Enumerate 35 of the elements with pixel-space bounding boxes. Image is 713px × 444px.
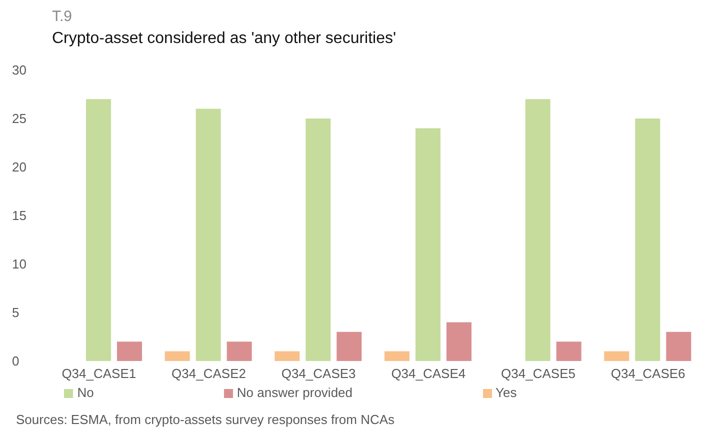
bar <box>336 332 362 361</box>
bar <box>274 351 300 361</box>
legend-label: Yes <box>496 385 517 400</box>
x-tick-label: Q34_CASE3 <box>281 366 356 382</box>
bar <box>635 118 660 361</box>
x-tick-label: Q34_CASE2 <box>172 366 246 382</box>
bar <box>164 351 190 361</box>
y-tick-label: 15 <box>12 208 26 224</box>
bar <box>525 99 550 361</box>
x-tick-label: Q34_CASE4 <box>391 366 466 382</box>
bar <box>446 322 472 361</box>
chart-subtitle: T.9 <box>52 8 72 25</box>
y-tick-label: 5 <box>12 305 20 320</box>
bar <box>226 342 252 361</box>
y-tick-label: 30 <box>12 62 26 78</box>
y-tick-label: 25 <box>12 111 26 126</box>
bar <box>604 351 630 361</box>
bar <box>116 342 142 361</box>
bar <box>415 128 440 361</box>
x-tick-label: Q34_CASE5 <box>501 366 576 382</box>
chart-title: Crypto-asset considered as 'any other securities' <box>52 30 396 48</box>
bar <box>384 351 410 361</box>
legend-label: No answer provided <box>236 385 353 400</box>
bar <box>666 332 692 361</box>
x-tick-label: Q34_CASE1 <box>62 366 136 382</box>
source-note: Sources: ESMA, from crypto-assets survey responses from NCAs <box>16 412 395 427</box>
legend-label: No <box>77 385 94 400</box>
bar <box>556 342 582 361</box>
y-tick-label: 20 <box>12 160 26 175</box>
bar <box>306 118 331 361</box>
y-tick-label: 10 <box>12 256 26 272</box>
bar <box>86 99 111 361</box>
x-tick-label: Q34_CASE6 <box>610 366 686 382</box>
y-tick-label: 0 <box>12 354 20 369</box>
bar <box>196 108 221 361</box>
